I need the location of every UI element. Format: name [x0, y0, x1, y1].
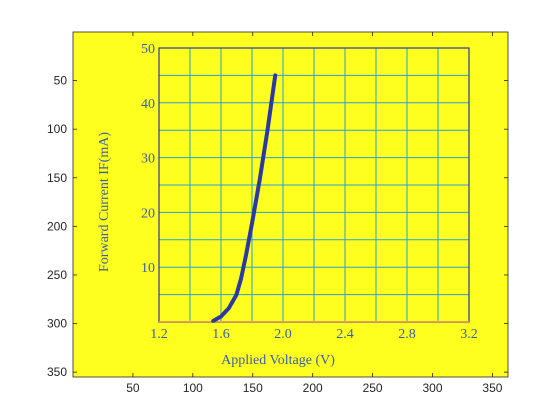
- outer-x-tick-label: 100: [183, 381, 203, 395]
- outer-y-tick-label: 350: [47, 365, 67, 379]
- inner-y-tick-label: 50: [141, 42, 155, 57]
- inner-x-tick-label: 3.2: [460, 327, 478, 342]
- outer-y-tick-label: 300: [47, 317, 67, 331]
- inner-x-tick-label: 1.2: [150, 327, 168, 342]
- outer-x-tick-label: 150: [243, 381, 263, 395]
- inner-y-tick-label: 30: [141, 152, 155, 167]
- outer-axes: 50 100 150 200 250 300 350 50 100 150 200 250 300 350: [47, 31, 509, 395]
- outer-y-tick-label: 50: [54, 74, 68, 88]
- outer-y-tick-label: 150: [47, 171, 67, 185]
- outer-axes-background: [72, 31, 509, 378]
- outer-x-tick-label: 300: [422, 381, 442, 395]
- inner-y-tick-label: 10: [141, 261, 155, 276]
- outer-y-tick-label: 250: [47, 268, 67, 282]
- outer-x-tick-label: 50: [126, 381, 140, 395]
- inner-grid: [158, 47, 470, 323]
- inner-y-tick-label: 40: [141, 97, 155, 112]
- inner-y-axis-label: Forward Current IF(mA): [97, 132, 112, 272]
- inner-x-axis-label: Applied Voltage (V): [221, 353, 335, 368]
- inner-x-tick-label: 2.8: [398, 327, 416, 342]
- inner-x-tick-label: 1.6: [212, 327, 230, 342]
- outer-x-tick-label: 350: [482, 381, 502, 395]
- forward-current-curve: [211, 73, 278, 323]
- inner-x-tick-label: 2.0: [274, 327, 292, 342]
- outer-y-tick-label: 100: [47, 122, 67, 136]
- curve-layer: [211, 73, 278, 323]
- outer-x-tick-label: 250: [363, 381, 383, 395]
- inner-tick-labels: 1.2 1.6 2.0 2.4 2.8 3.2 10 20 30 40 50: [141, 42, 478, 342]
- inner-y-tick-label: 20: [141, 206, 155, 221]
- outer-x-tick-label: 200: [303, 381, 323, 395]
- inner-x-tick-label: 2.4: [336, 327, 354, 342]
- outer-y-tick-label: 200: [47, 219, 67, 233]
